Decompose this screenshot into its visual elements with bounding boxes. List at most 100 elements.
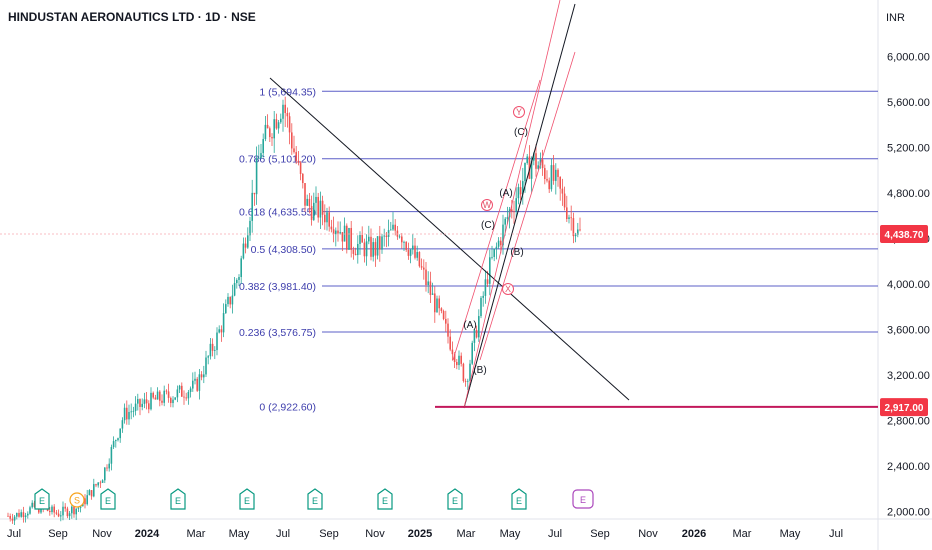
candle-body [126, 407, 128, 420]
candle-body [299, 162, 302, 174]
candle-body [22, 512, 25, 518]
candle-body [93, 484, 95, 497]
candle-body [405, 241, 407, 250]
candle-body [187, 391, 190, 399]
circled-label-text: W [483, 200, 492, 210]
candle-body [566, 207, 568, 219]
candle-body [75, 508, 77, 515]
candle-body [440, 308, 443, 311]
badge-letter: E [580, 495, 586, 505]
candle-body [506, 217, 509, 219]
currency-label[interactable]: INR [886, 12, 905, 24]
x-tick-label: Nov [92, 528, 112, 540]
candle-body [502, 224, 504, 246]
candle-body [431, 293, 434, 295]
elliott-wave-label: (B) [473, 365, 486, 376]
badge-letter: E [105, 496, 111, 506]
candle-body [579, 229, 581, 231]
candle-body [308, 198, 311, 207]
candle-body [198, 374, 201, 391]
x-tick-label: May [229, 528, 250, 540]
candle-body [491, 256, 493, 258]
candle-body [141, 403, 143, 407]
candle-body [233, 283, 236, 296]
y-tick-label: 2,400.00 [887, 461, 930, 473]
fib-level-label: 0 (2,922.60) [259, 401, 316, 413]
candle-body [519, 187, 522, 195]
candle-body [357, 243, 359, 256]
candle-body [522, 181, 524, 195]
candle-body [354, 253, 357, 256]
label-circle [502, 283, 514, 295]
candle-body [189, 388, 192, 392]
candle-body [464, 381, 467, 382]
candle-body [115, 440, 117, 442]
candle-body [335, 230, 337, 235]
candle-body [214, 349, 216, 351]
y-tick-label: 3,600.00 [887, 324, 930, 336]
candle-body [134, 403, 137, 411]
candle-body [473, 329, 476, 343]
candle-body [319, 200, 322, 218]
candle-body [559, 176, 561, 189]
candle-body [159, 391, 161, 401]
elliott-wave-label: (B) [510, 247, 523, 258]
earnings-event-badge: E [170, 488, 186, 510]
candle-body [467, 380, 469, 382]
candle-body [128, 411, 130, 420]
badge-letter: E [244, 496, 250, 506]
candle-body [264, 124, 267, 140]
candle-body [387, 230, 390, 237]
x-tick-label: Jul [7, 528, 21, 540]
candle-body [462, 363, 465, 382]
candle-body [27, 513, 29, 516]
candle-body [337, 230, 339, 234]
earnings-event-badge: E [377, 488, 393, 510]
channel-upper-line [463, 0, 561, 409]
candle-body [154, 397, 157, 400]
last-price-badge: 4,438.70 [880, 225, 928, 244]
candle-body [407, 249, 410, 256]
candle-body [291, 132, 293, 149]
badge-shape [572, 489, 594, 509]
circled-label-text: X [505, 284, 511, 294]
candle-body [20, 512, 22, 517]
y-tick-label: 5,600.00 [887, 97, 930, 109]
y-tick-label: 3,200.00 [887, 370, 930, 382]
candle-body [211, 343, 214, 351]
split-event-badge: S [69, 492, 85, 508]
candle-body [196, 378, 198, 391]
candle-body [167, 391, 170, 398]
dividend-earnings-badge: E [572, 489, 594, 509]
badge-bg [880, 225, 928, 244]
y-tick-label: 2,000.00 [887, 506, 930, 518]
candle-body [552, 165, 555, 181]
candle-body [330, 226, 333, 230]
fib-level-label: 0.382 (3,981.40) [239, 281, 316, 293]
candle-body [401, 236, 403, 243]
candle-body [220, 329, 223, 333]
candle-body [18, 512, 20, 517]
candle-body [244, 243, 247, 248]
candle-body [460, 355, 462, 364]
x-tick-label: Sep [319, 528, 339, 540]
badge-shape [307, 488, 323, 510]
badge-letter: E [382, 496, 388, 506]
candle-body [55, 512, 58, 514]
candle-body [533, 153, 535, 161]
candle-body [11, 518, 14, 521]
earnings-event-badge: E [447, 488, 463, 510]
candle-body [412, 245, 414, 250]
x-tick-label: Mar [457, 528, 476, 540]
earnings-event-badge: E [34, 488, 50, 510]
x-tick-label: Sep [48, 528, 68, 540]
candle-body [143, 399, 146, 404]
candle-body [73, 506, 75, 515]
label-circle [513, 106, 525, 118]
candle-body [236, 279, 238, 284]
candle-body [561, 188, 564, 194]
candle-body [328, 212, 330, 227]
candle-body [451, 349, 454, 355]
candle-body [110, 447, 113, 464]
